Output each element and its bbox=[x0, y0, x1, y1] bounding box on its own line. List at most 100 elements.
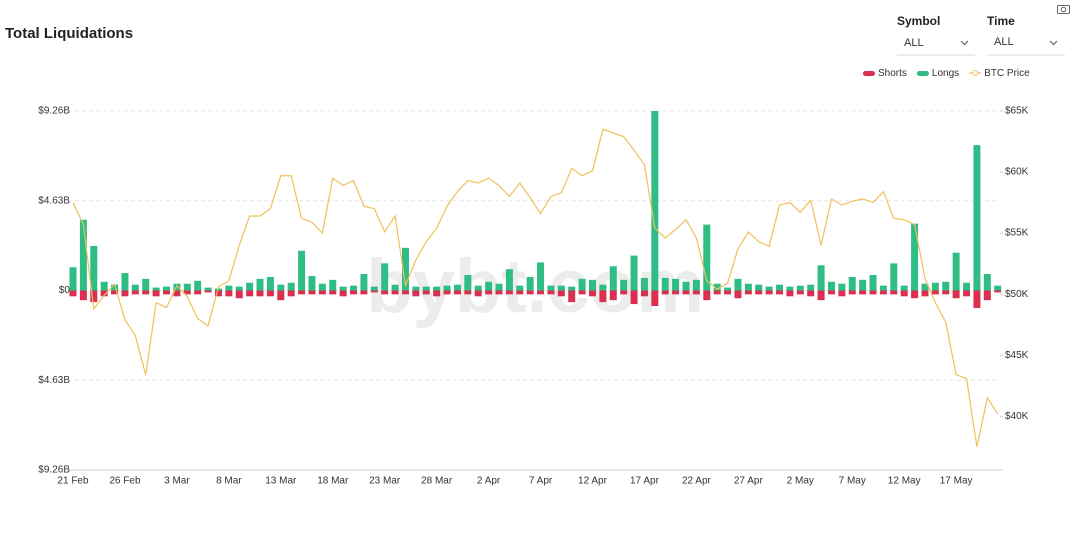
x-tick-label: 8 Mar bbox=[216, 476, 242, 487]
bar bbox=[807, 290, 815, 297]
bar bbox=[692, 290, 700, 295]
bar bbox=[287, 282, 295, 291]
bar bbox=[287, 290, 295, 297]
x-tick-label: 21 Feb bbox=[57, 476, 89, 487]
bar bbox=[630, 255, 638, 291]
bar bbox=[495, 290, 503, 295]
bar bbox=[194, 290, 202, 295]
bar bbox=[131, 290, 139, 295]
bar bbox=[776, 290, 784, 295]
bar bbox=[350, 285, 358, 291]
bar bbox=[859, 290, 867, 295]
bar bbox=[412, 286, 420, 291]
bar bbox=[298, 250, 306, 291]
bar bbox=[568, 290, 576, 303]
bar bbox=[69, 290, 77, 297]
x-tick-label: 7 May bbox=[839, 476, 866, 487]
y2-tick-label: $40K bbox=[1005, 411, 1029, 422]
bar bbox=[90, 245, 98, 291]
bar bbox=[963, 290, 971, 297]
bar bbox=[640, 290, 648, 297]
chevron bbox=[960, 40, 969, 46]
bar bbox=[495, 283, 503, 291]
bar bbox=[266, 276, 274, 291]
bar bbox=[838, 290, 846, 297]
y-tick-label: $0 bbox=[59, 285, 71, 296]
bar bbox=[526, 276, 534, 291]
bar bbox=[973, 290, 981, 308]
bar bbox=[609, 290, 617, 301]
bar bbox=[121, 273, 129, 291]
bar bbox=[765, 286, 773, 291]
bar bbox=[183, 290, 191, 295]
bar bbox=[79, 219, 87, 291]
bar bbox=[173, 290, 181, 297]
bar bbox=[931, 290, 939, 295]
bar bbox=[474, 290, 482, 297]
y2-tick-label: $65K bbox=[1005, 106, 1029, 117]
bar bbox=[225, 285, 233, 291]
bar bbox=[651, 290, 659, 307]
bar bbox=[942, 290, 950, 295]
bar bbox=[453, 290, 461, 295]
bar bbox=[100, 281, 108, 291]
bar bbox=[672, 278, 680, 291]
bar bbox=[350, 290, 358, 295]
x-tick-label: 28 Mar bbox=[421, 476, 453, 487]
bar bbox=[869, 274, 877, 291]
bar bbox=[453, 284, 461, 291]
symbol-dropdown[interactable]: ALL bbox=[897, 37, 975, 56]
bar bbox=[464, 290, 472, 295]
x-tick-label: 2 May bbox=[787, 476, 814, 487]
bar bbox=[537, 262, 545, 291]
bar bbox=[890, 263, 898, 291]
bar bbox=[651, 111, 659, 291]
bar bbox=[682, 281, 690, 291]
bar bbox=[235, 286, 243, 291]
bar bbox=[360, 274, 368, 291]
legend-label: Longs bbox=[932, 68, 959, 79]
bar bbox=[235, 290, 243, 299]
bar bbox=[204, 290, 212, 293]
x-tick-label: 18 Mar bbox=[317, 476, 349, 487]
bar bbox=[443, 290, 451, 295]
bar bbox=[505, 269, 513, 291]
bar bbox=[796, 290, 804, 295]
bar bbox=[401, 290, 409, 295]
bar bbox=[142, 290, 150, 295]
time-dropdown[interactable]: ALL bbox=[987, 36, 1065, 56]
y-tick-label: $9.26B bbox=[38, 465, 70, 476]
bar bbox=[744, 283, 752, 291]
legend-item: Shorts bbox=[863, 68, 907, 79]
bar bbox=[308, 275, 316, 291]
bar bbox=[204, 287, 212, 291]
bar bbox=[713, 290, 721, 295]
bar bbox=[214, 290, 222, 297]
bar bbox=[589, 279, 596, 291]
legend-swatch bbox=[972, 70, 979, 76]
bar bbox=[505, 290, 513, 295]
bar bbox=[796, 285, 804, 291]
price-line bbox=[72, 128, 999, 447]
bar bbox=[890, 290, 898, 295]
bar bbox=[599, 290, 607, 303]
bar bbox=[848, 276, 856, 291]
bar bbox=[942, 281, 950, 291]
bar bbox=[776, 284, 784, 291]
x-tick-label: 27 Apr bbox=[734, 476, 764, 487]
bar bbox=[589, 290, 596, 297]
filter-label: Time bbox=[987, 14, 1015, 28]
x-tick-label: 17 Apr bbox=[630, 476, 660, 487]
bar bbox=[163, 286, 171, 291]
bar bbox=[256, 278, 264, 291]
bar bbox=[256, 290, 264, 297]
bar bbox=[225, 290, 233, 297]
bar bbox=[422, 286, 430, 291]
bar bbox=[381, 263, 389, 291]
camera-icon[interactable] bbox=[1057, 5, 1070, 14]
bar bbox=[318, 283, 326, 291]
legend-item: BTC Price bbox=[969, 68, 1030, 79]
bar bbox=[900, 285, 908, 291]
bar bbox=[703, 224, 711, 291]
bar bbox=[859, 279, 867, 291]
